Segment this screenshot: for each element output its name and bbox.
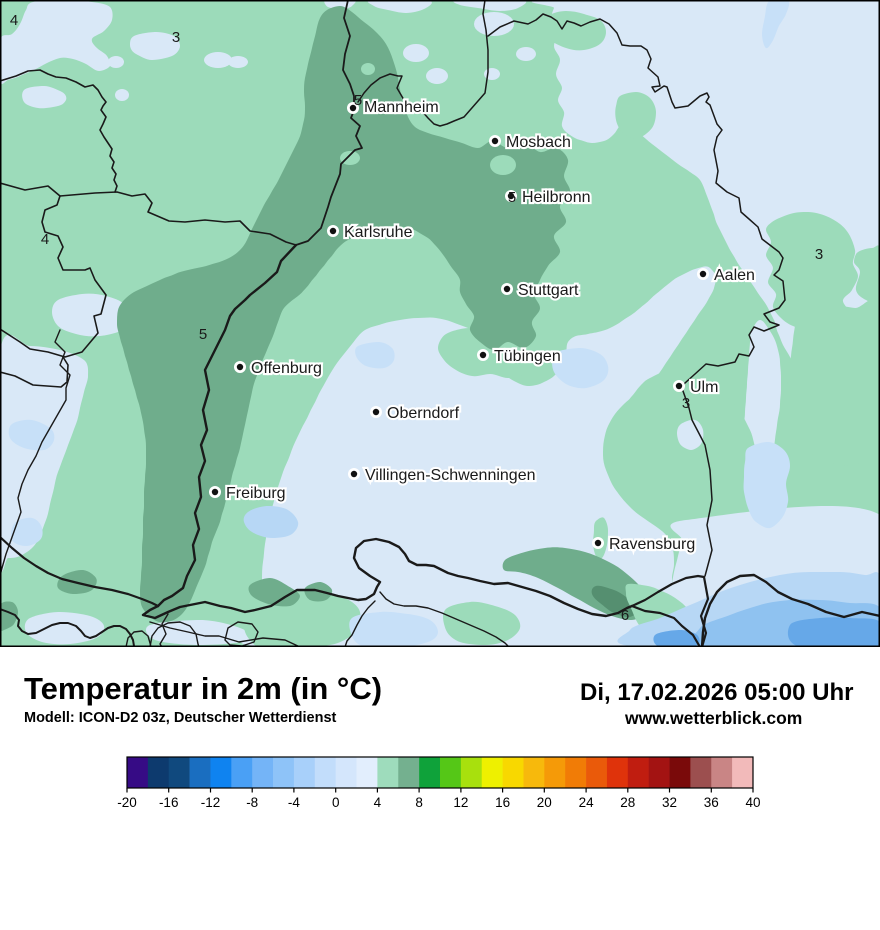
- svg-text:16: 16: [495, 795, 510, 810]
- svg-text:Aalen: Aalen: [714, 267, 755, 284]
- svg-text:32: 32: [662, 795, 677, 810]
- svg-text:Ulm: Ulm: [690, 379, 718, 396]
- svg-text:Heilbronn: Heilbronn: [522, 189, 590, 206]
- svg-text:Offenburg: Offenburg: [251, 360, 322, 377]
- svg-text:Mosbach: Mosbach: [506, 134, 571, 151]
- svg-text:40: 40: [745, 795, 760, 810]
- svg-text:Oberndorf: Oberndorf: [387, 405, 460, 422]
- svg-text:5: 5: [508, 189, 516, 206]
- svg-text:6: 6: [621, 607, 629, 624]
- svg-text:5: 5: [199, 326, 207, 343]
- svg-text:-20: -20: [117, 795, 137, 810]
- svg-text:3: 3: [815, 246, 823, 263]
- svg-text:3: 3: [172, 29, 180, 46]
- svg-text:8: 8: [415, 795, 423, 810]
- svg-text:Stuttgart: Stuttgart: [518, 282, 579, 299]
- svg-text:20: 20: [537, 795, 552, 810]
- svg-text:-16: -16: [159, 795, 179, 810]
- svg-text:4: 4: [10, 12, 18, 29]
- svg-text:36: 36: [704, 795, 719, 810]
- svg-text:4: 4: [41, 231, 49, 248]
- svg-text:Ravensburg: Ravensburg: [609, 536, 695, 553]
- svg-text:Freiburg: Freiburg: [226, 485, 286, 502]
- svg-text:-8: -8: [246, 795, 258, 810]
- svg-text:-4: -4: [288, 795, 300, 810]
- svg-text:4: 4: [374, 795, 382, 810]
- svg-text:5: 5: [354, 92, 362, 109]
- svg-text:28: 28: [620, 795, 635, 810]
- svg-text:Villingen-Schwenningen: Villingen-Schwenningen: [365, 467, 536, 484]
- svg-text:0: 0: [332, 795, 340, 810]
- svg-text:Karlsruhe: Karlsruhe: [344, 224, 413, 241]
- svg-text:Mannheim: Mannheim: [364, 99, 439, 116]
- svg-text:12: 12: [453, 795, 468, 810]
- svg-text:3: 3: [682, 395, 690, 412]
- svg-text:Tübingen: Tübingen: [494, 348, 561, 365]
- svg-text:24: 24: [579, 795, 595, 810]
- svg-text:-12: -12: [201, 795, 221, 810]
